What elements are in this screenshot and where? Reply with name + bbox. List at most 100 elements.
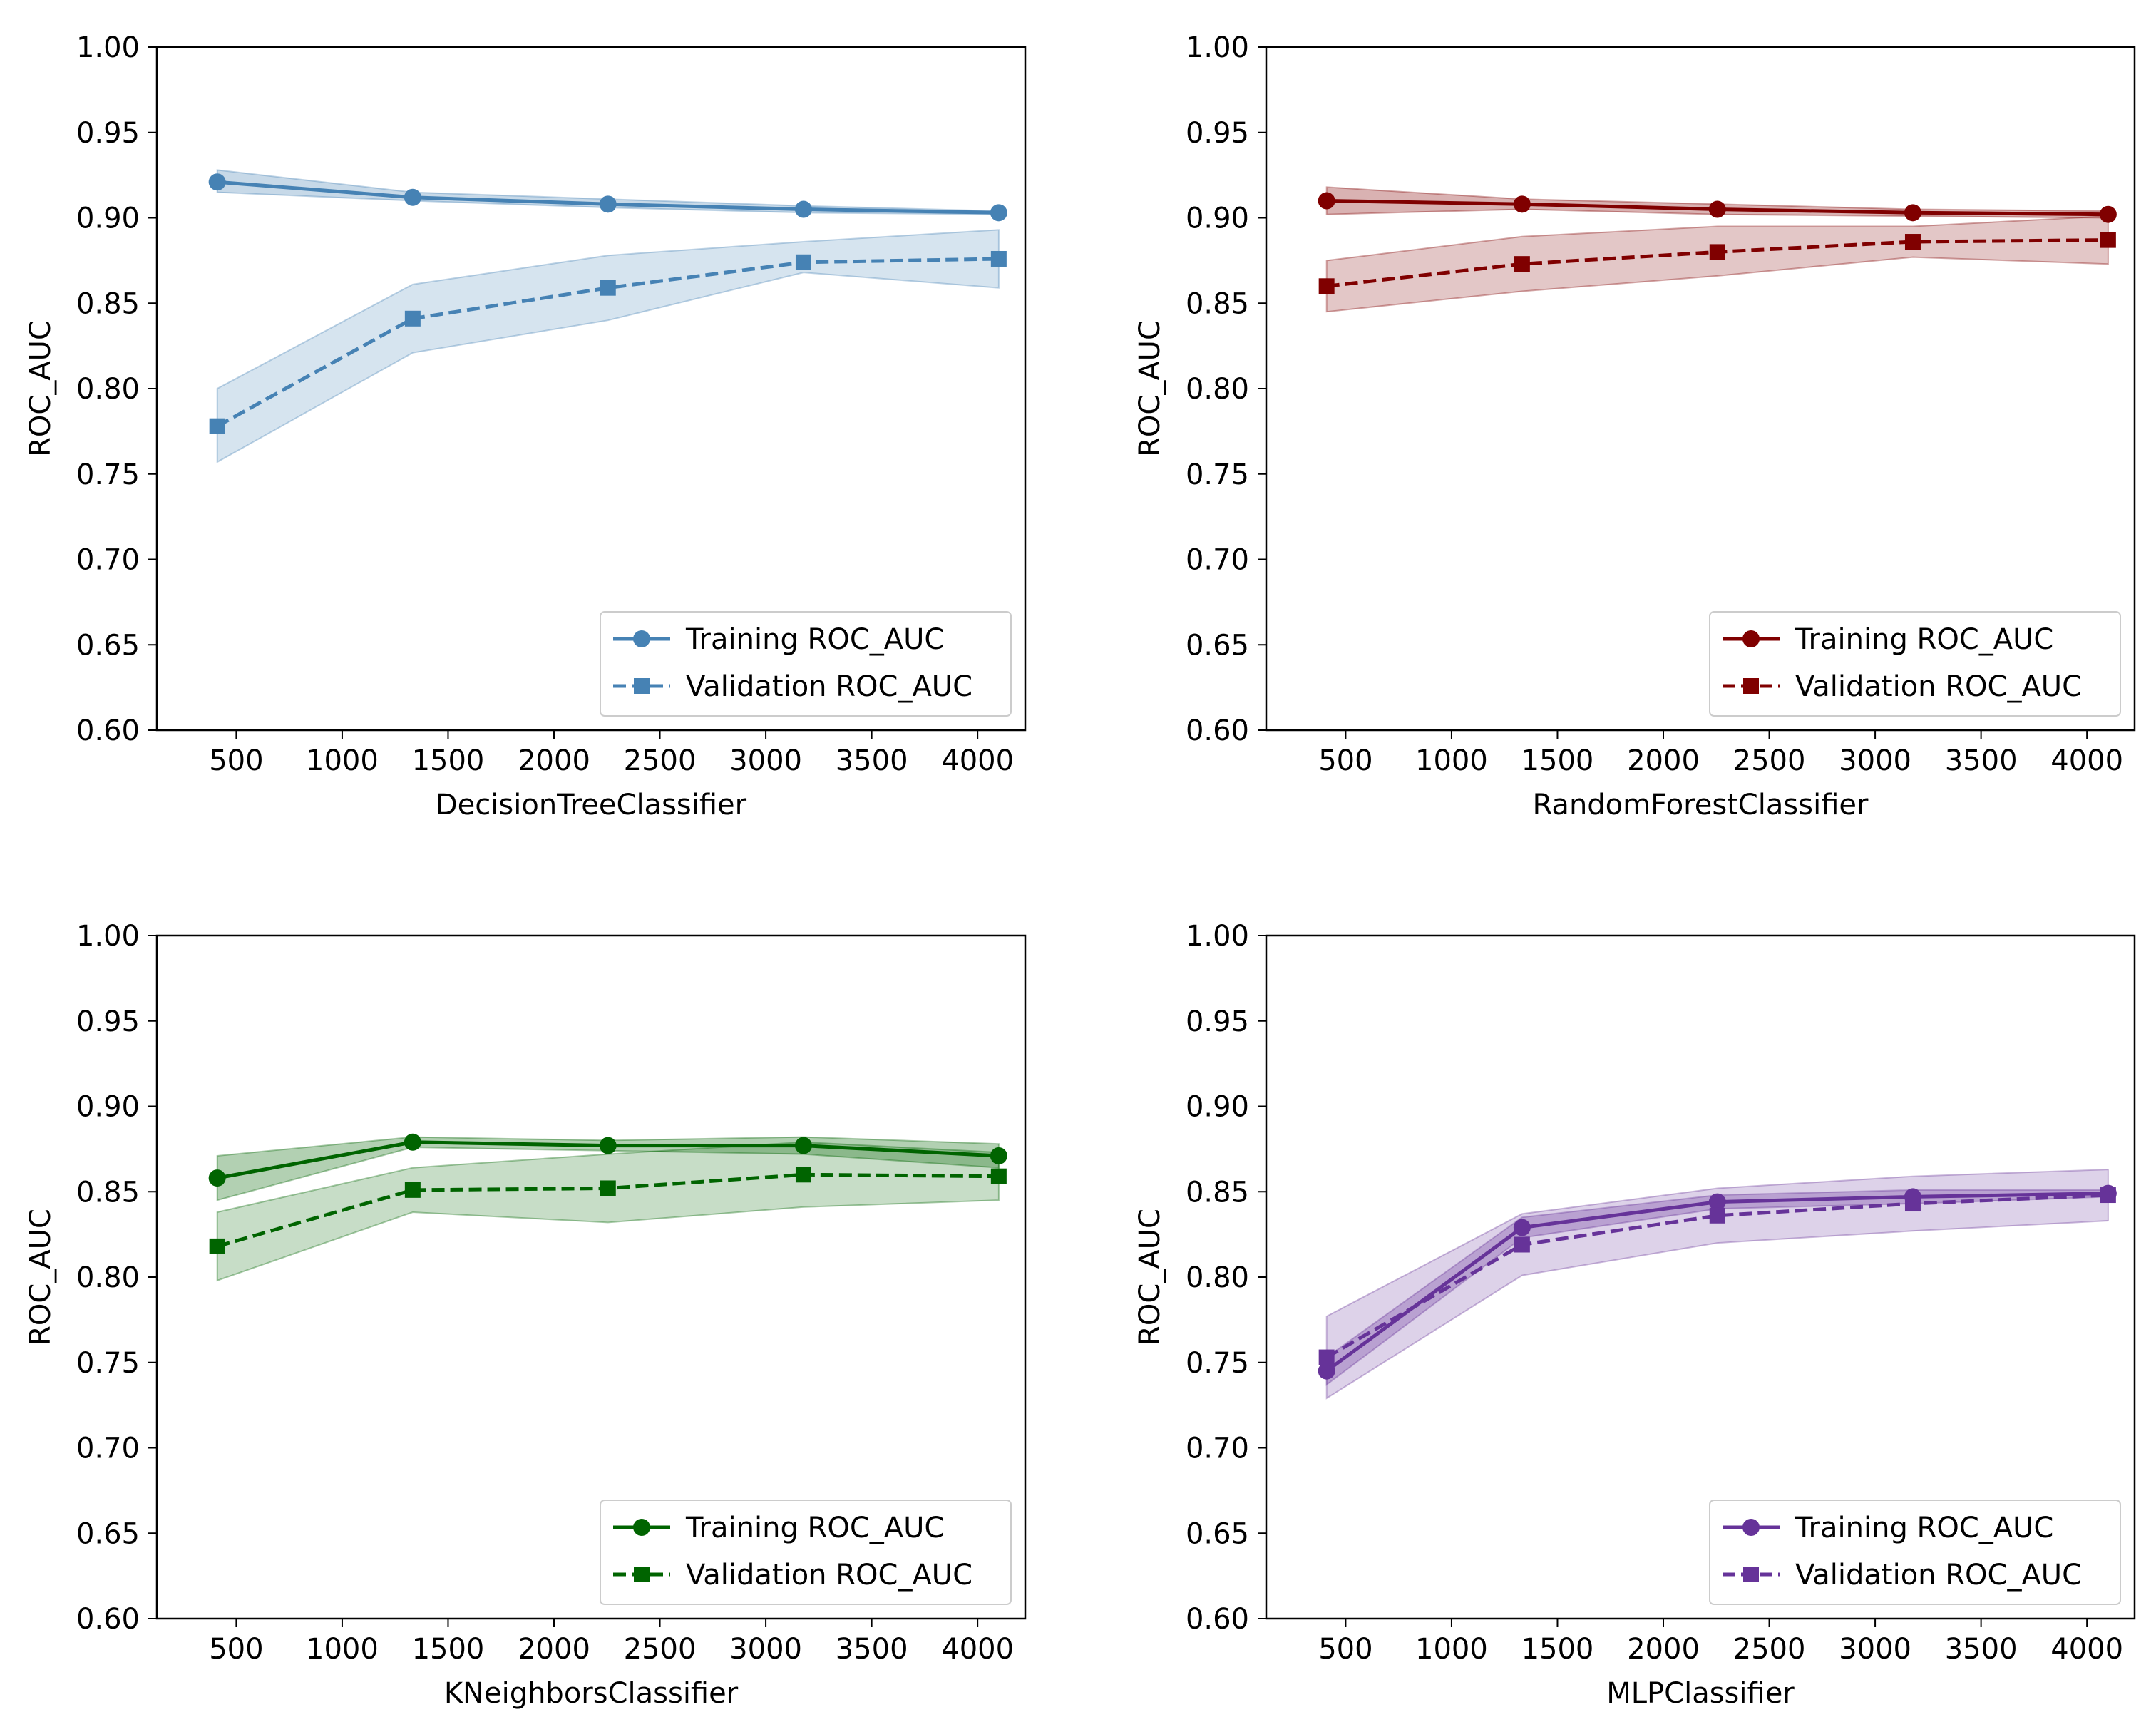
y-tick-label: 0.85 (76, 287, 140, 320)
x-tick-label: 2000 (518, 744, 590, 777)
data-point-training (1513, 1219, 1531, 1236)
data-point-training (599, 195, 617, 213)
x-tick-label: 1000 (306, 744, 379, 777)
x-tick-label: 2000 (1627, 1633, 1700, 1666)
legend-label-validation: Validation ROC_AUC (686, 1559, 972, 1592)
x-axis-title: KNeighborsClassifier (444, 1677, 739, 1710)
panels: 500 1000 1500 2000 2500 3000 3500 4000 0.60 0.65 0… (24, 31, 2136, 1710)
data-point-validation (1318, 1349, 1335, 1365)
legend-marker-training (633, 1519, 650, 1536)
y-axis-title: ROC_AUC (1134, 1209, 1166, 1346)
y-tick-label: 0.90 (1186, 203, 1249, 235)
legend-label-training: Training ROC_AUC (685, 623, 944, 656)
x-tick-label: 4000 (2050, 1633, 2123, 1666)
y-tick-label: 0.70 (1186, 544, 1249, 577)
data-point-training (1904, 204, 1921, 222)
y-axis-title: ROC_AUC (24, 320, 57, 457)
legend-label-validation: Validation ROC_AUC (1795, 1559, 2082, 1592)
y-tick-label: 1.00 (76, 920, 140, 953)
x-tick-label: 500 (209, 1633, 263, 1666)
y-tick-label: 0.60 (1186, 1603, 1249, 1636)
data-point-validation (990, 250, 1007, 267)
y-tick-label: 0.95 (1186, 117, 1249, 150)
x-tick-label: 4000 (941, 1633, 1014, 1666)
legend-label-validation: Validation ROC_AUC (686, 670, 972, 703)
y-tick-label: 0.60 (76, 1603, 140, 1636)
x-axis-title: DecisionTreeClassifier (436, 789, 747, 821)
data-point-training (2099, 205, 2117, 223)
data-point-training (1708, 200, 1726, 218)
x-tick-label: 1500 (412, 1633, 485, 1666)
data-point-validation (600, 280, 616, 296)
data-point-training (1318, 1362, 1335, 1380)
x-tick-label: 1500 (1521, 744, 1594, 777)
data-point-validation (1904, 234, 1921, 250)
x-tick-label: 1000 (1415, 1633, 1488, 1666)
data-point-validation (209, 1238, 225, 1254)
data-point-validation (2100, 1187, 2116, 1204)
chart-panel-dt: 500 1000 1500 2000 2500 3000 3500 4000 0.60 0.65 0… (24, 31, 1027, 821)
x-tick-label: 2500 (624, 744, 697, 777)
y-tick-label: 0.75 (1186, 1347, 1249, 1380)
legend: Training ROC_AUC Validation ROC_AUC (600, 1500, 1012, 1605)
x-tick-label: 1000 (306, 1633, 379, 1666)
x-tick-label: 3000 (1839, 1633, 1911, 1666)
x-tick-label: 2500 (1733, 744, 1806, 777)
x-tick-label: 1500 (412, 744, 485, 777)
y-axis-title: ROC_AUC (1134, 320, 1166, 457)
chart-panel-mlp: 500 1000 1500 2000 2500 3000 3500 4000 0.60 0.65 0… (1134, 920, 2136, 1710)
y-tick-label: 0.80 (76, 373, 140, 406)
x-tick-label: 3500 (1945, 744, 2018, 777)
y-tick-label: 0.65 (1186, 1517, 1249, 1550)
series-line-validation (216, 257, 999, 428)
y-tick-label: 0.95 (76, 117, 140, 150)
legend-marker-validation (634, 678, 650, 694)
legend-box (1709, 1500, 2121, 1605)
y-tick-label: 0.85 (76, 1176, 140, 1209)
x-tick-label: 3500 (836, 744, 908, 777)
data-point-validation (209, 418, 225, 434)
y-tick-label: 0.95 (76, 1005, 140, 1038)
data-point-validation (2100, 232, 2116, 248)
legend-box (600, 1500, 1012, 1605)
y-tick-label: 0.60 (76, 714, 140, 747)
y-tick-label: 0.70 (1186, 1433, 1249, 1465)
legend: Training ROC_AUC Validation ROC_AUC (1709, 1500, 2121, 1605)
data-point-validation (1514, 1236, 1530, 1253)
legend-label-validation: Validation ROC_AUC (1795, 670, 2082, 703)
y-tick-label: 0.85 (1186, 1176, 1249, 1209)
x-axis-title: MLPClassifier (1606, 1677, 1795, 1710)
legend-marker-training (1742, 630, 1760, 647)
data-point-validation (1904, 1196, 1921, 1212)
y-tick-label: 0.65 (76, 629, 140, 662)
y-tick-label: 0.65 (76, 1517, 140, 1550)
data-point-training (208, 173, 226, 191)
data-point-training (208, 1169, 226, 1187)
x-tick-label: 3500 (1945, 1633, 2018, 1666)
legend-box (600, 611, 1012, 717)
data-point-training (599, 1137, 617, 1154)
data-point-training (794, 1137, 812, 1154)
x-tick-label: 1000 (1415, 744, 1488, 777)
data-point-validation (795, 254, 811, 270)
x-tick-label: 500 (1318, 744, 1372, 777)
y-tick-label: 0.70 (76, 1433, 140, 1465)
y-tick-label: 0.90 (76, 1091, 140, 1124)
x-tick-label: 4000 (2050, 744, 2123, 777)
x-tick-label: 2000 (1627, 744, 1700, 777)
y-tick-label: 0.75 (1186, 458, 1249, 491)
legend-box (1709, 611, 2121, 717)
x-tick-label: 2000 (518, 1633, 590, 1666)
x-tick-label: 3500 (836, 1633, 908, 1666)
x-tick-label: 4000 (941, 744, 1014, 777)
chart-panel-kn: 500 1000 1500 2000 2500 3000 3500 4000 0.60 0.65 0… (24, 920, 1027, 1710)
data-point-training (404, 188, 421, 206)
x-tick-label: 3000 (1839, 744, 1911, 777)
data-point-training (1513, 195, 1531, 213)
y-tick-label: 0.90 (76, 203, 140, 235)
legend-marker-validation (1743, 1567, 1759, 1582)
y-tick-label: 0.65 (1186, 629, 1249, 662)
data-point-training (1708, 1193, 1726, 1211)
